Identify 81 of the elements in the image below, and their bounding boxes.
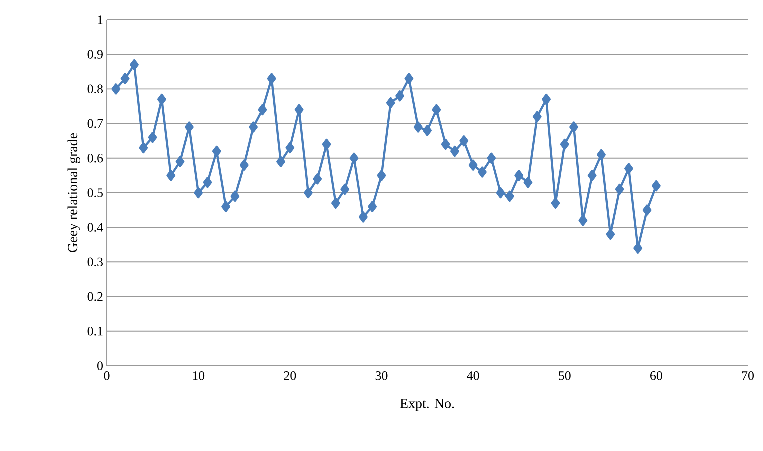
y-tick-label: 0.4 (88, 223, 104, 232)
point (139, 142, 148, 154)
y-tick-label: 0.1 (88, 326, 103, 336)
y-tick-label: 0.9 (88, 50, 103, 59)
point (642, 204, 652, 216)
point (184, 122, 194, 133)
point (597, 149, 606, 161)
y-tick-label: 0 (98, 362, 103, 370)
point (514, 170, 524, 182)
point (414, 122, 423, 133)
x-tick-label: 30 (376, 372, 388, 380)
point (496, 187, 506, 199)
point (487, 152, 496, 164)
point (524, 177, 533, 188)
point (396, 90, 404, 102)
point (294, 104, 304, 116)
point (377, 170, 386, 182)
x-tick-label: 0 (104, 372, 110, 380)
point (331, 198, 340, 209)
point (551, 198, 560, 209)
point (157, 94, 166, 106)
point (322, 138, 332, 150)
point (304, 187, 313, 199)
x-tick-label: 40 (467, 372, 480, 380)
point (148, 132, 158, 144)
point (203, 177, 212, 188)
y-tick-label: 0.6 (88, 154, 104, 163)
point (542, 94, 552, 106)
point (560, 138, 570, 150)
point (578, 215, 588, 226)
point (624, 163, 634, 174)
point (505, 190, 514, 202)
point (423, 125, 432, 136)
point (166, 170, 176, 182)
point (212, 146, 222, 158)
point (652, 180, 661, 192)
x-tick-label: 10 (193, 372, 205, 380)
x-tick-label: 70 (742, 372, 754, 380)
point (460, 136, 469, 147)
point (404, 73, 414, 84)
point (340, 184, 350, 196)
y-axis-title: Geey relational grade (68, 133, 80, 252)
point (249, 122, 258, 133)
point (588, 170, 597, 182)
point (615, 184, 624, 196)
point (441, 138, 450, 150)
y-tick-label: 1 (98, 16, 103, 24)
point (112, 84, 121, 95)
x-tick-label: 20 (284, 372, 296, 380)
point (570, 122, 578, 133)
y-tick-label: 0.3 (88, 258, 103, 267)
point (276, 156, 286, 168)
point (120, 73, 130, 84)
point (634, 242, 643, 254)
x-axis-title: Expt. No. (400, 399, 454, 412)
point (350, 152, 359, 164)
point (432, 104, 442, 116)
point (478, 166, 487, 178)
point (606, 228, 616, 240)
point (194, 187, 204, 199)
point (230, 190, 240, 202)
point (222, 201, 231, 212)
point (358, 212, 368, 223)
point (450, 146, 460, 158)
point (468, 160, 478, 171)
point (267, 73, 276, 84)
x-tick-label: 60 (650, 372, 662, 380)
y-tick-label: 0.2 (88, 292, 103, 302)
point (286, 142, 295, 154)
point (130, 59, 139, 71)
y-tick-label: 0.5 (88, 188, 103, 198)
point (258, 104, 268, 116)
point (176, 156, 185, 168)
point (532, 111, 542, 122)
y-tick-label: 0.7 (88, 119, 104, 128)
point (240, 160, 249, 171)
point (386, 97, 396, 109)
point (313, 174, 322, 185)
x-tick-label: 50 (559, 372, 571, 380)
point (368, 201, 378, 212)
y-tick-label: 0.8 (88, 84, 103, 94)
